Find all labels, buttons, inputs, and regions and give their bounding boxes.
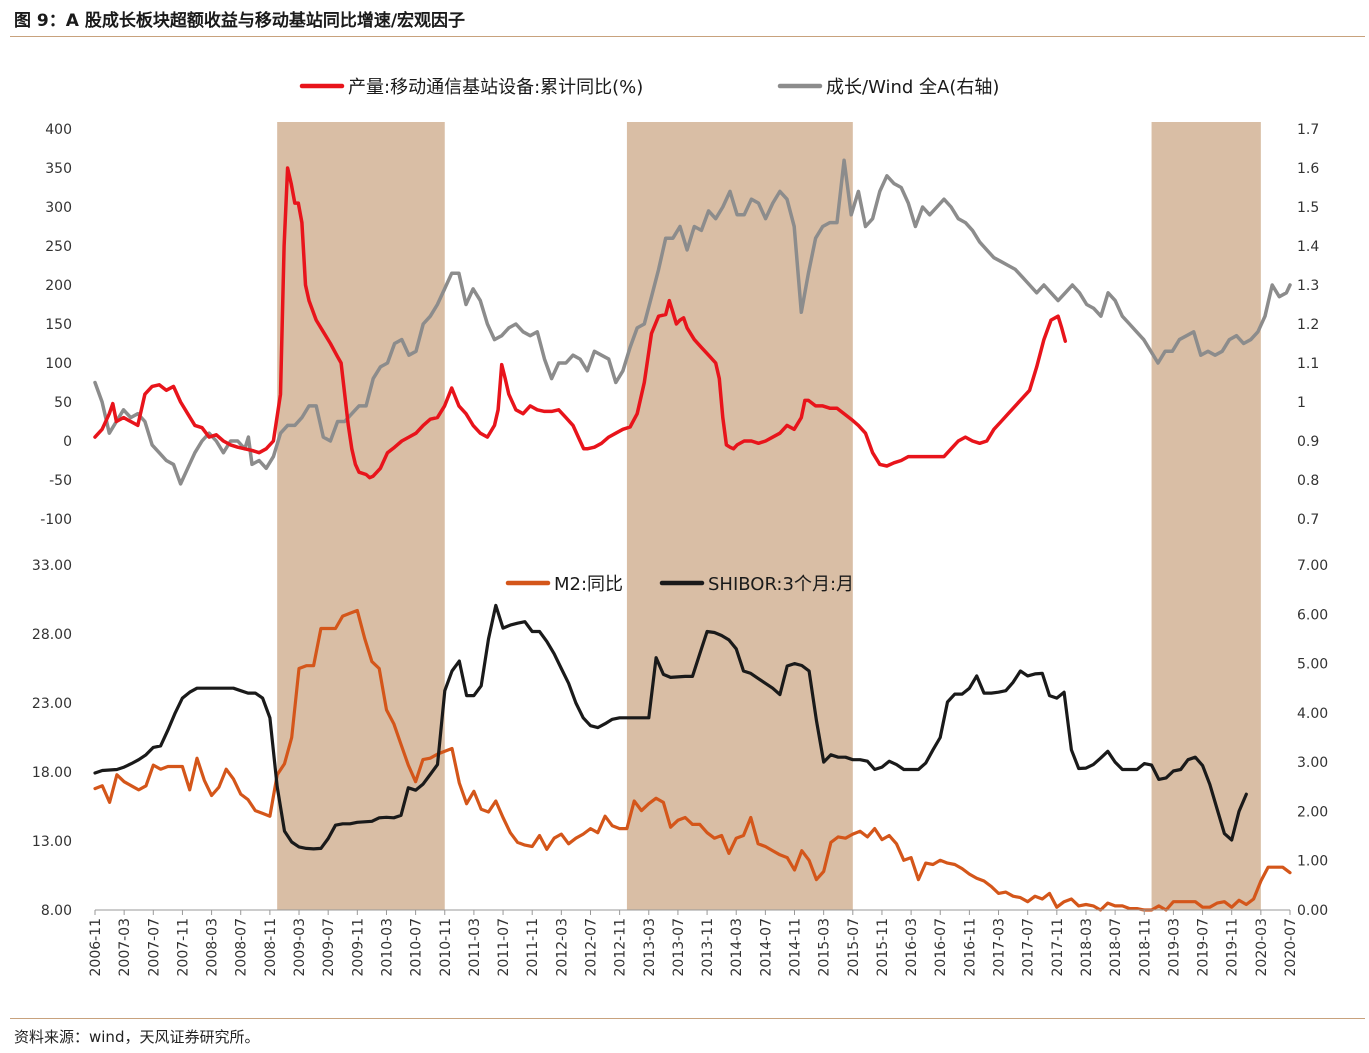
right-tick-label: 1 <box>1297 395 1306 411</box>
source-note: 资料来源：wind，天风证券研究所。 <box>14 1028 260 1046</box>
x-tick-label: 2017-07 <box>1021 918 1037 977</box>
left-tick-label: 250 <box>45 239 72 255</box>
x-tick-label: 2015-03 <box>817 918 833 977</box>
left-tick-label: 13.00 <box>32 834 72 850</box>
shibor-3m-line <box>93 603 1248 851</box>
x-tick-label: 2017-11 <box>1050 918 1066 977</box>
right-tick-label: 1.6 <box>1297 161 1319 177</box>
left-tick-label: 33.00 <box>32 558 72 574</box>
bottom-divider <box>10 1018 1365 1019</box>
x-tick-label: 2018-11 <box>1137 918 1153 977</box>
x-tick-label: 2012-03 <box>554 918 570 977</box>
right-tick-label: 1.00 <box>1297 854 1328 870</box>
left-tick-label: 100 <box>45 356 72 372</box>
x-tick-label: 2014-07 <box>758 918 774 977</box>
left-tick-label: -50 <box>49 473 72 489</box>
left-tick-label: 50 <box>54 395 72 411</box>
shaded-period-2 <box>626 122 853 910</box>
x-tick-label: 2012-11 <box>613 918 629 977</box>
right-tick-label: 5.00 <box>1297 657 1328 673</box>
right-tick-label: 3.00 <box>1297 755 1328 771</box>
left-tick-label: 350 <box>45 161 72 177</box>
x-tick-label: 2013-07 <box>671 918 687 977</box>
x-tick-label: 2008-07 <box>234 918 250 977</box>
x-tick-label: 2007-03 <box>117 918 133 977</box>
right-tick-label: 1.3 <box>1297 278 1319 294</box>
left-tick-label: 300 <box>45 200 72 216</box>
x-tick-label: 2012-07 <box>583 918 599 977</box>
x-tick-label: 2017-03 <box>992 918 1008 977</box>
x-tick-label: 2011-03 <box>467 918 483 977</box>
left-tick-label: 23.00 <box>32 696 72 712</box>
x-tick-label: 2009-03 <box>292 918 308 977</box>
shaded-period-3 <box>1151 122 1261 910</box>
legend-growth-ratio-label: 成长/Wind 全A(右轴) <box>826 77 999 98</box>
left-tick-label: -100 <box>40 512 72 528</box>
x-tick-label: 2015-11 <box>875 918 891 977</box>
x-tick-label: 2019-07 <box>1196 918 1212 977</box>
left-tick-label: 28.00 <box>32 627 72 643</box>
x-tick-label: 2015-07 <box>846 918 862 977</box>
right-tick-label: 7.00 <box>1297 558 1328 574</box>
right-tick-label: 6.00 <box>1297 607 1328 623</box>
x-tick-label: 2016-07 <box>933 918 949 977</box>
x-tick-label: 2011-11 <box>525 918 541 977</box>
x-tick-label: 2014-03 <box>729 918 745 977</box>
right-tick-label: 1.7 <box>1297 122 1319 138</box>
x-tick-label: 2008-03 <box>205 918 221 977</box>
x-tick-label: 2009-11 <box>350 918 366 977</box>
left-tick-label: 400 <box>45 122 72 138</box>
legend-base-station-label: 产量:移动通信基站设备:累计同比(%) <box>348 77 643 98</box>
left-tick-label: 200 <box>45 278 72 294</box>
base-station-yoy-line <box>93 166 1068 480</box>
x-tick-label: 2018-03 <box>1079 918 1095 977</box>
x-tick-label: 2009-07 <box>321 918 337 977</box>
x-tick-label: 2010-03 <box>379 918 395 977</box>
legend-m2-label: M2:同比 <box>554 574 623 595</box>
right-tick-label: 0.9 <box>1297 434 1319 450</box>
x-tick-label: 2014-11 <box>788 918 804 977</box>
x-tick-label: 2010-11 <box>438 918 454 977</box>
x-tick-label: 2011-07 <box>496 918 512 977</box>
m2-yoy-line <box>93 608 1292 912</box>
right-tick-label: 0.8 <box>1297 473 1319 489</box>
x-tick-label: 2020-07 <box>1283 918 1299 977</box>
x-tick-label: 2007-07 <box>146 918 162 977</box>
right-tick-label: 0.7 <box>1297 512 1319 528</box>
x-tick-label: 2019-03 <box>1166 918 1182 977</box>
left-tick-label: 0 <box>63 434 72 450</box>
x-tick-label: 2007-11 <box>175 918 191 977</box>
x-tick-label: 2018-07 <box>1108 918 1124 977</box>
left-tick-label: 18.00 <box>32 765 72 781</box>
x-tick-label: 2010-07 <box>409 918 425 977</box>
x-tick-label: 2006-11 <box>88 918 104 977</box>
x-tick-label: 2013-11 <box>700 918 716 977</box>
x-tick-label: 2008-11 <box>263 918 279 977</box>
x-tick-label: 2020-03 <box>1254 918 1270 977</box>
x-tick-label: 2019-11 <box>1225 918 1241 977</box>
right-tick-label: 1.2 <box>1297 317 1319 333</box>
combined-chart: 400 350 300 250 200 150 100 50 0 -50 -100 1.7 1.6 1.5… <box>32 77 1328 977</box>
growth-ratio-line <box>93 158 1292 486</box>
left-tick-label: 8.00 <box>41 903 72 919</box>
right-tick-label: 4.00 <box>1297 706 1328 722</box>
x-tick-label: 2013-03 <box>642 918 658 977</box>
right-tick-label: 0.00 <box>1297 903 1328 919</box>
figure-title: 图 9：A 股成长板块超额收益与移动基站同比增速/宏观因子 <box>14 11 466 31</box>
right-tick-label: 1.1 <box>1297 356 1319 372</box>
legend-shibor-label: SHIBOR:3个月:月 <box>708 574 854 595</box>
right-tick-label: 1.4 <box>1297 239 1319 255</box>
right-tick-label: 2.00 <box>1297 804 1328 820</box>
right-tick-label: 1.5 <box>1297 200 1319 216</box>
top-divider <box>10 36 1365 37</box>
x-tick-label: 2016-11 <box>962 918 978 977</box>
left-tick-label: 150 <box>45 317 72 333</box>
x-tick-label: 2016-03 <box>904 918 920 977</box>
